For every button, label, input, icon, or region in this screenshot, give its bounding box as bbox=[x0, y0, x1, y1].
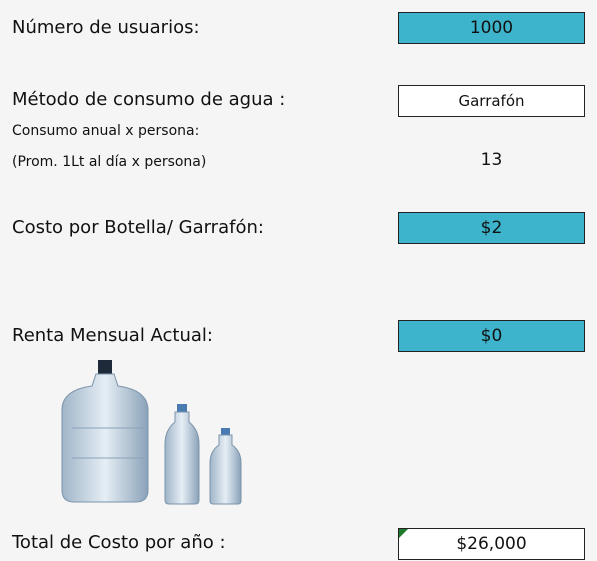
field-label: Método de consumo de agua : bbox=[12, 88, 285, 112]
field-label: (Prom. 1Lt al día x persona) bbox=[12, 152, 206, 172]
field-label: Consumo anual x persona: bbox=[12, 121, 199, 141]
field-label: Renta Mensual Actual: bbox=[12, 324, 213, 348]
field-label: Total de Costo por año : bbox=[12, 531, 226, 555]
field-label: Número de usuarios: bbox=[12, 16, 200, 40]
water-bottles-image bbox=[60, 358, 260, 508]
input-cell[interactable]: $2 bbox=[398, 212, 585, 244]
cell-comment-marker bbox=[399, 529, 409, 539]
field-label: Costo por Botella/ Garrafón: bbox=[12, 216, 264, 240]
dropdown-cell[interactable]: Garrafón bbox=[398, 85, 585, 117]
result-cell[interactable]: $26,000 bbox=[398, 528, 585, 560]
input-cell[interactable]: 1000 bbox=[398, 12, 585, 44]
input-cell[interactable]: $0 bbox=[398, 320, 585, 352]
computed-cell: 13 bbox=[398, 148, 585, 172]
spreadsheet: Número de usuarios: 1000 Método de consu… bbox=[0, 0, 597, 561]
